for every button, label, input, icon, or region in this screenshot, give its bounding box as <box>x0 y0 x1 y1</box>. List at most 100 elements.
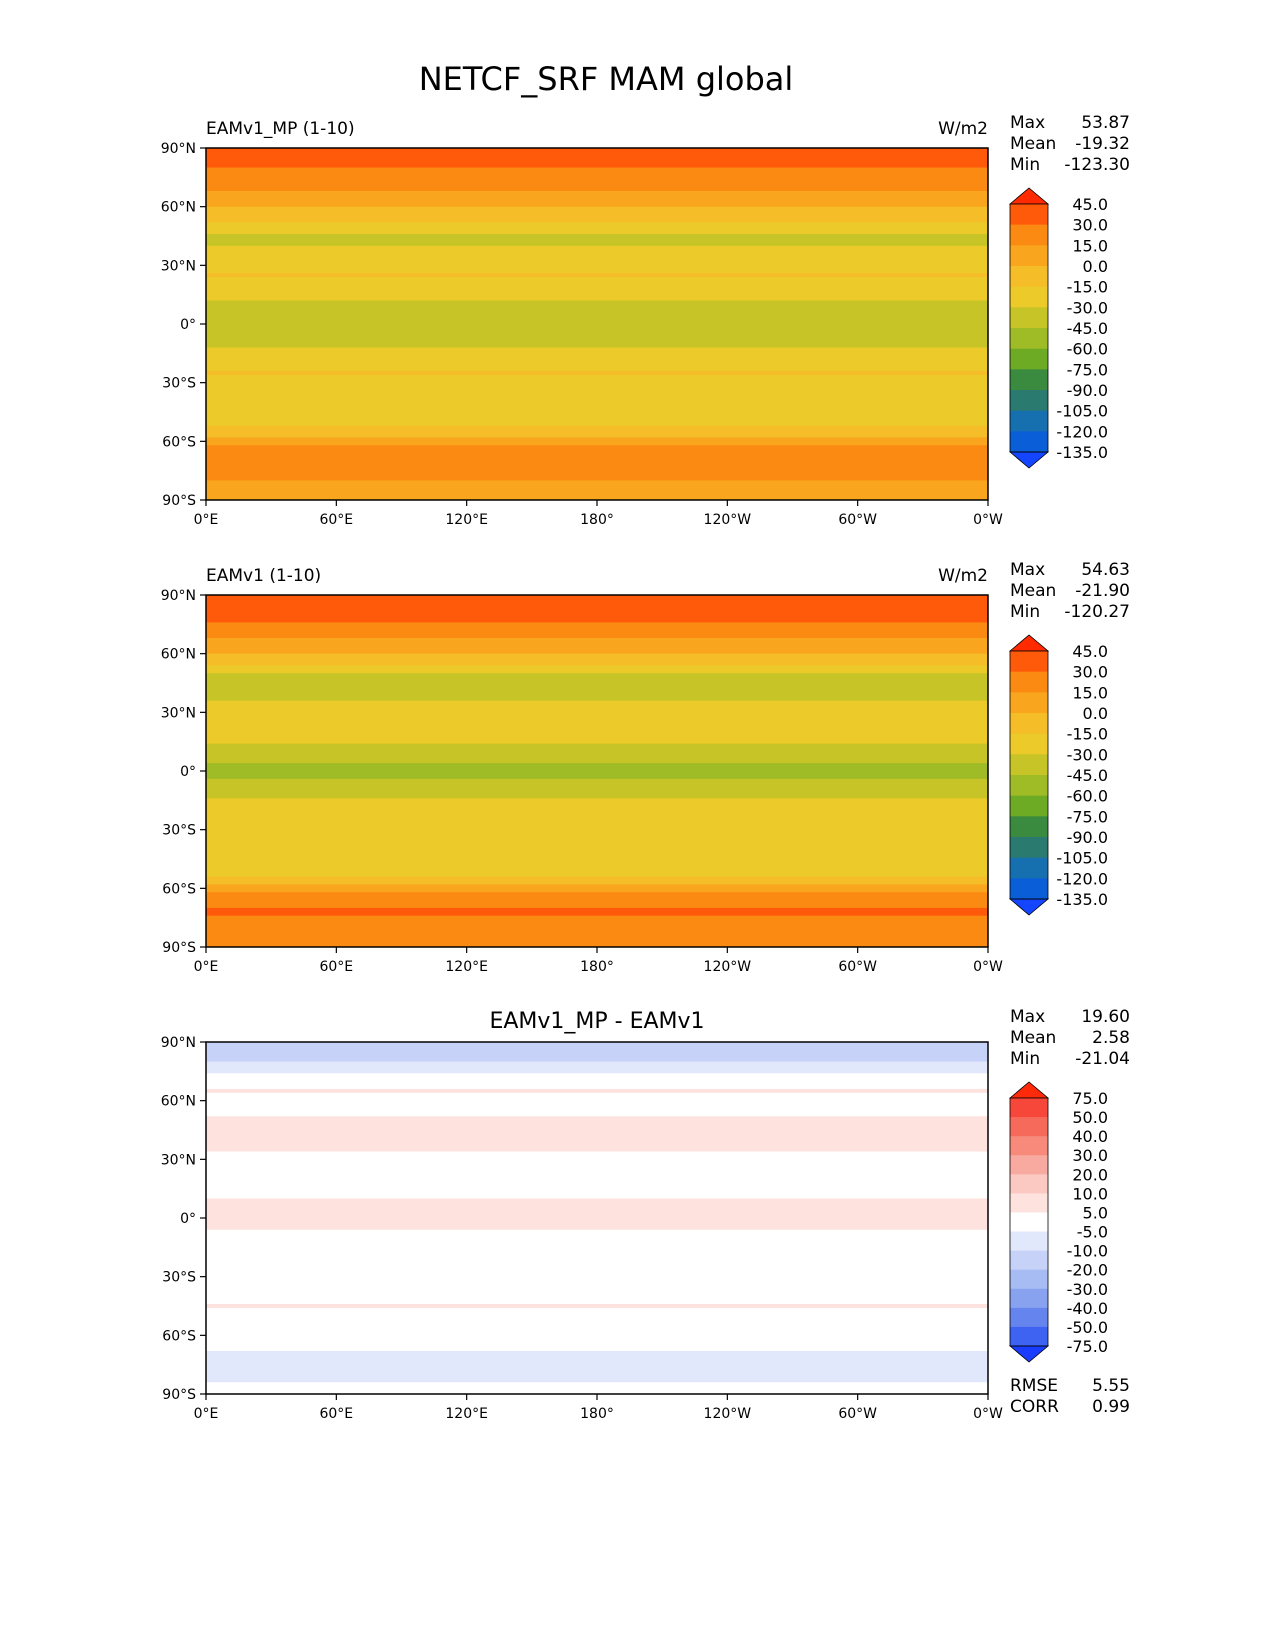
colorbar-segment <box>1010 204 1048 226</box>
zonal-band <box>206 1323 988 1329</box>
colorbar-tick-label: 30.0 <box>1072 1146 1108 1165</box>
colorbar-segment <box>1010 1155 1048 1175</box>
zonal-band <box>206 1339 988 1344</box>
zonal-band <box>206 837 988 842</box>
zonal-band <box>206 677 988 682</box>
zonal-band <box>206 727 988 733</box>
y-tick-label: 0° <box>180 317 196 333</box>
x-tick-label: 120°W <box>704 512 752 528</box>
x-tick-label: 60°W <box>838 512 877 528</box>
y-tick-label: 60°N <box>161 1094 196 1110</box>
zonal-band <box>206 265 988 270</box>
zonal-band <box>206 1159 988 1164</box>
zonal-band <box>206 1288 988 1293</box>
stat-label: Mean <box>1010 1028 1056 1048</box>
colorbar-tick-label: -135.0 <box>1056 443 1108 462</box>
colorbar-segment <box>1010 266 1048 288</box>
zonal-band <box>206 230 988 235</box>
zonal-band <box>206 1390 988 1394</box>
zonal-band <box>206 1171 988 1176</box>
zonal-band <box>206 1370 988 1376</box>
zonal-band <box>206 1280 988 1286</box>
zonal-band <box>206 943 988 947</box>
zonal-band <box>206 1343 988 1348</box>
x-tick-label: 60°E <box>319 512 353 528</box>
zonal-band <box>206 700 988 706</box>
x-tick-label: 0°W <box>973 959 1003 975</box>
colorbar-segment <box>1010 224 1048 246</box>
colorbar-extend-min <box>1008 898 1050 916</box>
panel-title-left: EAMv1_MP (1-10) <box>206 119 355 139</box>
zonal-band <box>206 402 988 407</box>
zonal-band <box>206 911 988 917</box>
colorbar-tick-label: -105.0 <box>1056 402 1108 421</box>
zonal-band <box>206 1092 988 1098</box>
colorbar-tick-label: 15.0 <box>1072 683 1108 702</box>
zonal-band <box>206 782 988 788</box>
zonal-band <box>206 1335 988 1340</box>
zonal-band <box>206 194 988 200</box>
zonal-band <box>206 622 988 627</box>
colorbar-segment <box>1010 369 1048 391</box>
metric-value: 5.55 <box>1092 1376 1130 1396</box>
zonal-band <box>206 273 988 278</box>
zonal-band <box>206 1386 988 1391</box>
zonal-band <box>206 437 988 442</box>
zonal-band <box>206 1233 988 1239</box>
colorbar-frame <box>1009 203 1049 453</box>
colorbar-extend-min <box>1008 1345 1050 1363</box>
colorbar-segment <box>1010 245 1048 267</box>
zonal-band <box>206 1214 988 1219</box>
colorbar-segment <box>1010 390 1048 412</box>
zonal-band <box>206 171 988 176</box>
zonal-band <box>206 720 988 725</box>
colorbar-tick-label: -75.0 <box>1067 360 1108 379</box>
zonal-band <box>206 374 988 380</box>
zonal-band <box>206 853 988 858</box>
zonal-band <box>206 778 988 784</box>
zonal-band <box>206 712 988 717</box>
zonal-band <box>206 277 988 282</box>
colorbar-tick-label: -120.0 <box>1056 869 1108 888</box>
y-tick-label: 60°S <box>162 1328 196 1344</box>
colorbar-extend-max <box>1008 1081 1050 1099</box>
colorbar-segment <box>1010 1098 1048 1118</box>
zonal-band <box>206 1116 988 1121</box>
colorbar-segment <box>1010 754 1048 776</box>
zonal-band <box>206 441 988 446</box>
zonal-band <box>206 798 988 803</box>
zonal-band <box>206 421 988 427</box>
y-tick-label: 60°S <box>162 881 196 897</box>
colorbar-tick-label: -15.0 <box>1067 725 1108 744</box>
colorbar-segment <box>1010 328 1048 350</box>
colorbar-tick-label: -15.0 <box>1067 278 1108 297</box>
zonal-band <box>206 665 988 670</box>
colorbar-segment <box>1010 713 1048 735</box>
zonal-band <box>206 704 988 710</box>
zonal-band <box>206 735 988 741</box>
zonal-band <box>206 688 988 694</box>
zonal-band <box>206 673 988 678</box>
x-tick-label: 0°W <box>973 512 1003 528</box>
x-tick-label: 60°E <box>319 959 353 975</box>
zonal-band <box>206 630 988 635</box>
colorbar-segment <box>1010 671 1048 693</box>
zonal-band <box>206 253 988 259</box>
zonal-band <box>206 1124 988 1129</box>
colorbar-tick-label: 0.0 <box>1083 704 1108 723</box>
zonal-band <box>206 167 988 173</box>
colorbar-tick-label: 50.0 <box>1072 1108 1108 1127</box>
zonal-band <box>206 480 988 485</box>
colorbar-tick-label: -5.0 <box>1077 1223 1108 1242</box>
zonal-band <box>206 1061 988 1067</box>
y-tick-label: 90°S <box>162 1387 196 1403</box>
colorbar-segment <box>1010 431 1048 453</box>
zonal-band <box>206 810 988 815</box>
stat-value: 54.63 <box>1081 560 1130 580</box>
zonal-band <box>206 1300 988 1305</box>
zonal-band <box>206 903 988 909</box>
zonal-band <box>206 280 988 286</box>
colorbar-tick-label: -60.0 <box>1067 787 1108 806</box>
colorbar-segment <box>1010 1212 1048 1232</box>
